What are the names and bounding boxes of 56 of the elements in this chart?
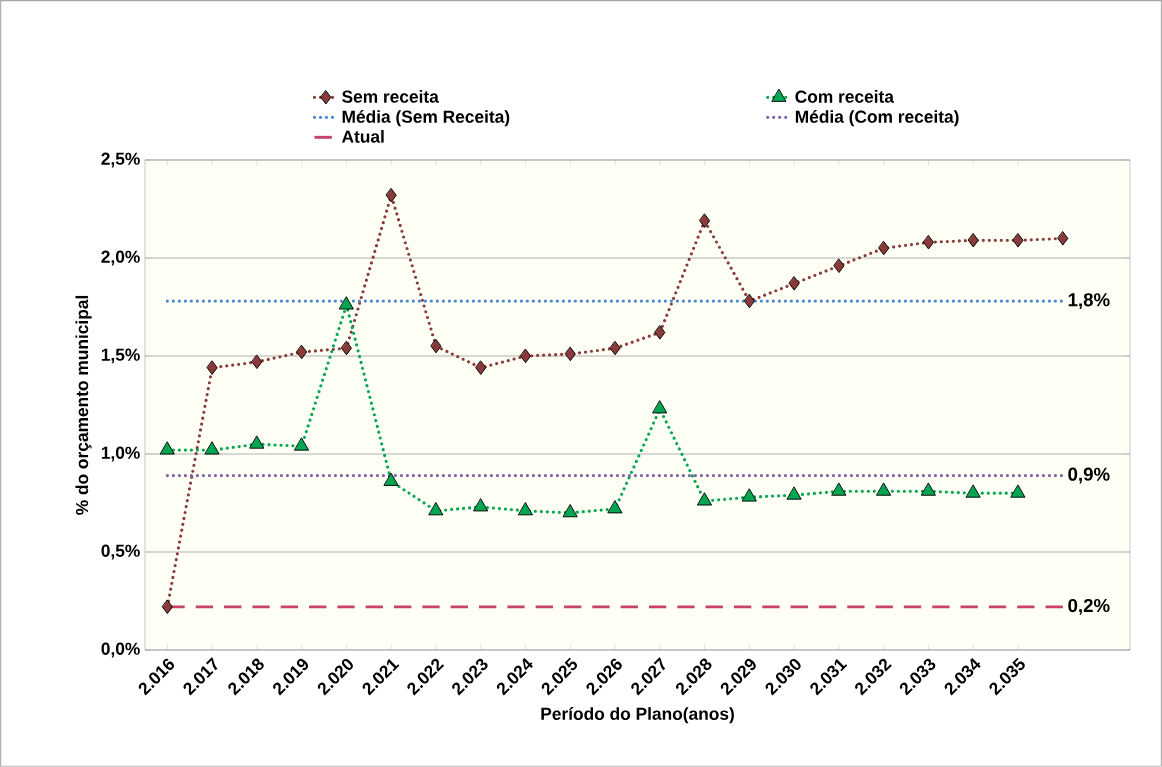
y-tick-label: 0,0%	[101, 642, 140, 658]
point	[652, 400, 668, 414]
data-label: 1,8%	[1068, 293, 1110, 310]
point	[743, 293, 755, 309]
y-axis-title: % do orçamento municipal	[75, 295, 92, 515]
point	[294, 437, 310, 451]
point	[206, 360, 218, 375]
point	[876, 482, 892, 496]
point	[788, 276, 800, 291]
point	[249, 435, 265, 449]
point	[385, 188, 397, 203]
point	[296, 344, 308, 360]
point	[204, 441, 220, 455]
point	[428, 502, 444, 516]
x-axis-title: Período do Plano(anos)	[541, 707, 734, 724]
y-tick-label: 1,0%	[101, 446, 140, 462]
point	[159, 441, 175, 455]
point	[518, 502, 533, 516]
point	[475, 360, 487, 375]
point	[339, 296, 354, 310]
legend-label: Média (Sem Receita)	[342, 109, 510, 127]
point	[1057, 231, 1069, 246]
legend-label: Sem receita	[342, 90, 439, 103]
legend-label: Média (Com receita)	[795, 109, 959, 127]
point	[831, 482, 847, 496]
point	[965, 484, 981, 498]
point	[654, 325, 666, 340]
point	[520, 348, 532, 364]
point	[607, 500, 623, 514]
point	[251, 354, 263, 370]
point	[383, 472, 399, 486]
point	[562, 504, 578, 518]
point	[742, 488, 757, 502]
point	[923, 235, 934, 250]
point	[697, 492, 713, 506]
point	[921, 482, 936, 496]
point	[430, 339, 442, 354]
legend-label: Atual	[341, 130, 384, 143]
point	[833, 258, 845, 273]
legend-label: Com receita	[795, 90, 895, 103]
point	[341, 341, 352, 356]
point	[967, 233, 979, 248]
point	[1010, 484, 1026, 498]
data-label: 0,2%	[1068, 598, 1110, 615]
point	[786, 486, 802, 500]
y-tick-label: 0,5%	[101, 544, 140, 560]
data-label: 0,9%	[1068, 467, 1110, 484]
y-tick-label: 2,5%	[101, 152, 140, 168]
y-tick-label: 2,0%	[101, 250, 140, 266]
point	[878, 241, 890, 256]
point	[699, 213, 711, 228]
y-tick-label: 1,5%	[101, 348, 140, 364]
point	[473, 498, 489, 512]
point	[564, 346, 576, 362]
point	[1012, 233, 1024, 248]
point	[609, 341, 621, 356]
